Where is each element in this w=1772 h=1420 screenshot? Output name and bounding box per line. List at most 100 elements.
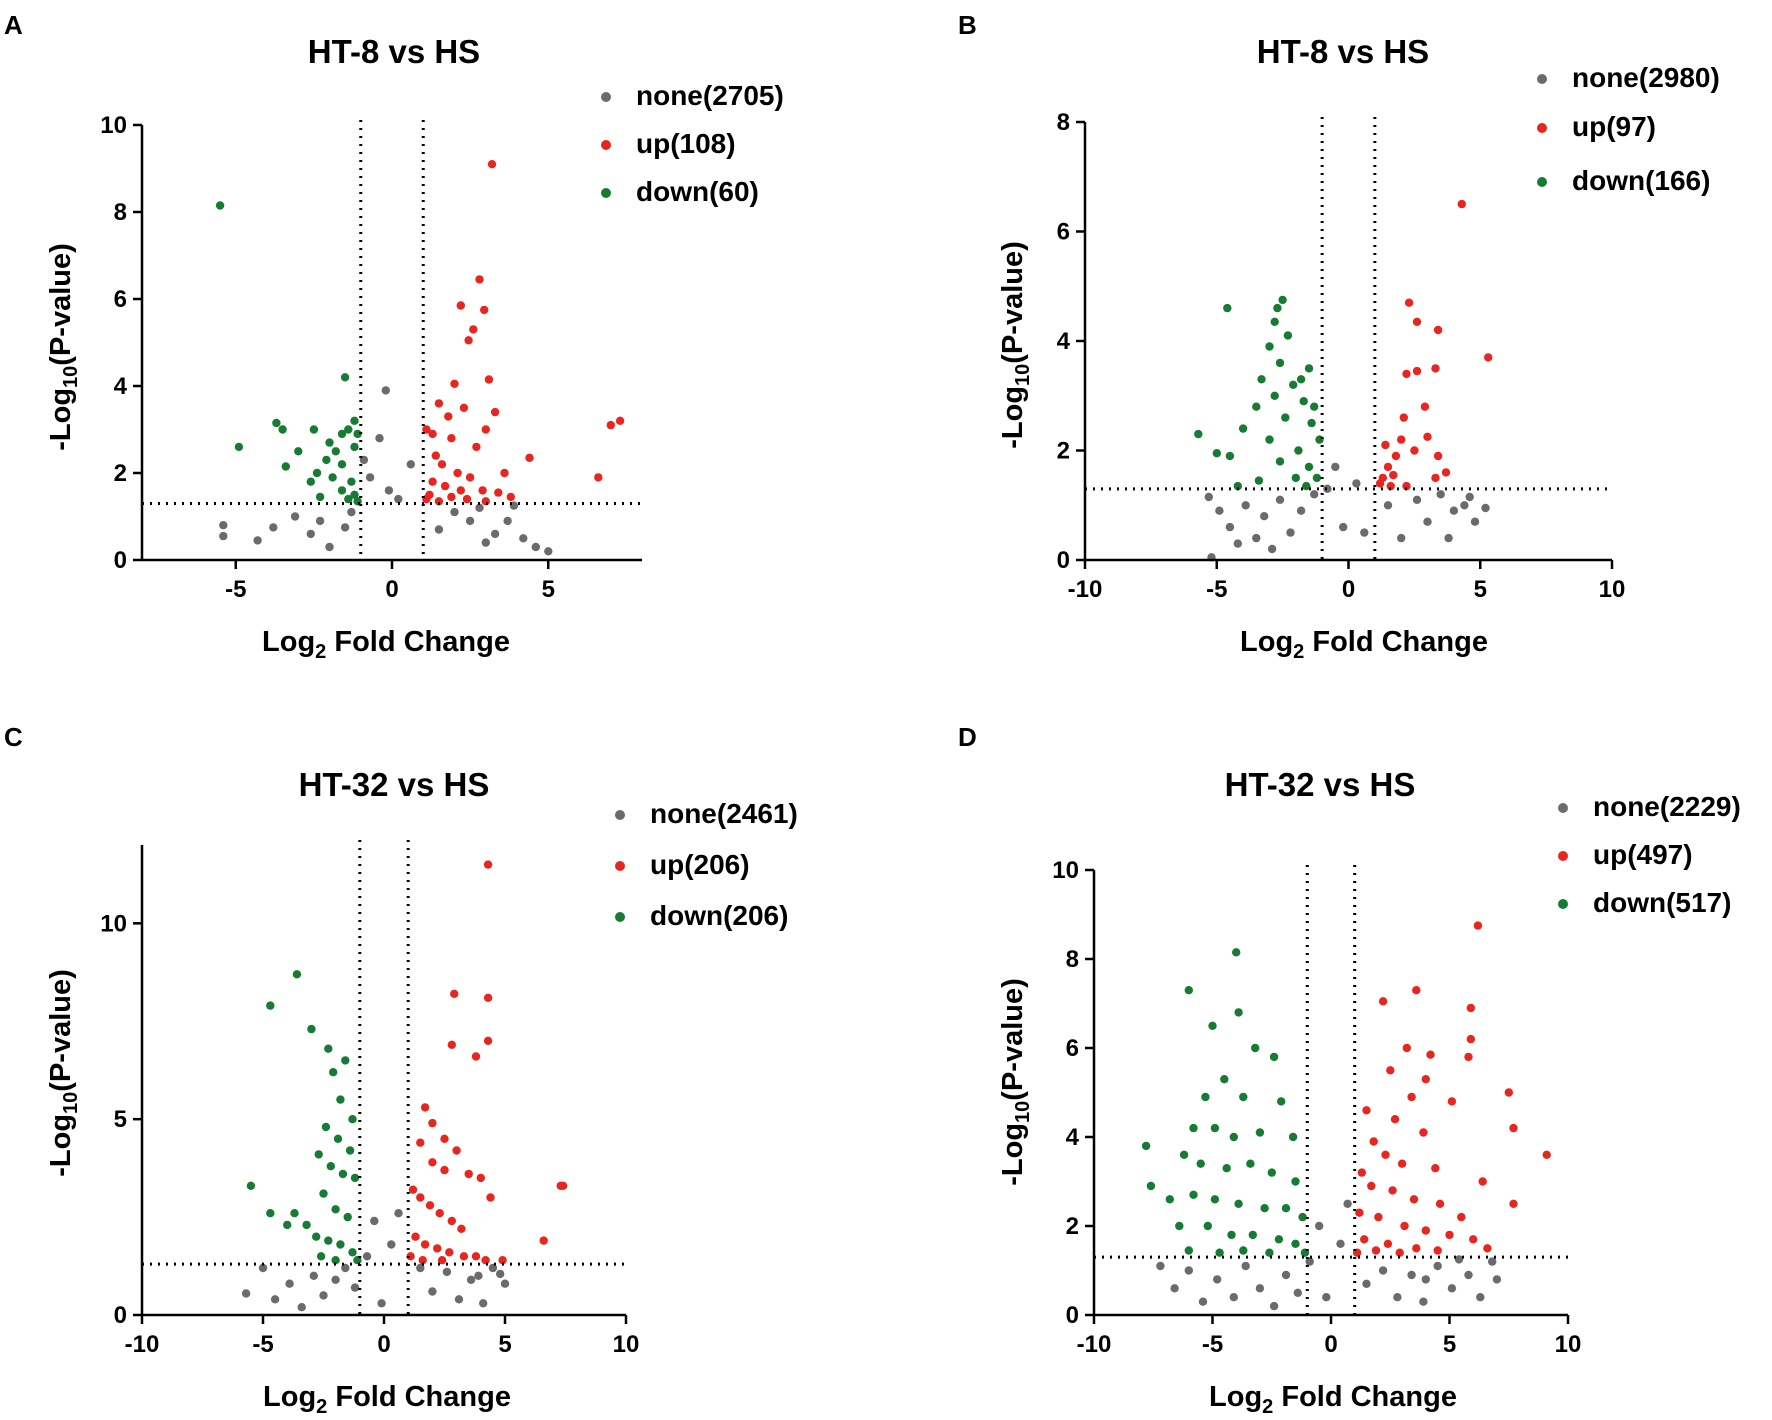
point-up (420, 1103, 430, 1112)
point-down (344, 425, 353, 434)
point-none (1362, 1279, 1371, 1289)
point-none (1215, 506, 1224, 515)
point-down (1223, 303, 1232, 313)
point-none (1421, 1275, 1431, 1284)
point-none (394, 1209, 403, 1218)
panel-letter: B (958, 10, 977, 40)
legend-label-down: down(517) (1593, 887, 1731, 918)
point-none (1481, 503, 1490, 513)
point-none (219, 521, 228, 530)
point-up (487, 160, 497, 169)
panel-b: B HT-8 vs HS none(2980) up(97) down(166)… (958, 10, 1720, 663)
point-up (408, 1185, 418, 1194)
point-down (1291, 1177, 1300, 1186)
point-down (281, 462, 290, 471)
point-up (1412, 986, 1421, 995)
point-none (1433, 1261, 1442, 1271)
point-none (1305, 1257, 1314, 1266)
point-none (428, 1287, 437, 1296)
point-down (290, 1209, 299, 1218)
point-up (447, 1040, 456, 1050)
point-down (1238, 424, 1248, 433)
point-down (345, 1146, 355, 1155)
point-up (1410, 446, 1419, 455)
chart-title: HT-8 vs HS (308, 33, 480, 70)
point-down (1175, 1221, 1184, 1231)
point-none (306, 529, 315, 539)
legend-label-up: up(97) (1572, 111, 1656, 142)
point-up (481, 425, 490, 434)
x-tick-label: -5 (1206, 576, 1227, 603)
legend-marker-none (601, 92, 611, 102)
point-up (1423, 432, 1432, 441)
point-up (1391, 451, 1401, 461)
point-none (1336, 1239, 1345, 1249)
point-down (309, 425, 319, 434)
point-down (1281, 1204, 1291, 1213)
y-axis-label: -Log10(P-value) (997, 978, 1034, 1186)
point-down (1265, 435, 1274, 444)
x-axis-label: Log2 Fold Change (1209, 1381, 1457, 1418)
point-down (344, 494, 353, 504)
point-up (1389, 470, 1398, 480)
point-up (486, 1193, 495, 1202)
point-up (1441, 468, 1451, 477)
panel-letter: D (958, 722, 977, 752)
point-down (1212, 449, 1222, 458)
point-none (450, 507, 459, 517)
point-up (420, 1240, 430, 1249)
y-tick-label: 0 (114, 547, 127, 574)
point-none (362, 1252, 372, 1261)
point-up (478, 486, 487, 495)
point-up (1433, 451, 1443, 461)
point-none (1331, 462, 1340, 472)
point-up (1357, 1168, 1367, 1177)
point-none (1198, 1297, 1208, 1306)
legend-marker-up (1537, 123, 1547, 133)
point-down (338, 1169, 348, 1179)
point-up (447, 492, 456, 502)
point-up (525, 453, 534, 462)
point-none (1315, 1221, 1324, 1231)
point-down (331, 447, 340, 456)
point-down (325, 438, 334, 447)
point-none (442, 1267, 452, 1277)
point-up (1407, 1092, 1416, 1102)
point-down (1315, 435, 1324, 444)
point-none (1343, 1199, 1352, 1209)
point-down (1189, 1123, 1198, 1133)
x-tick-label: -5 (1202, 1331, 1223, 1358)
point-down (1248, 1230, 1258, 1240)
legend-label-down: down(206) (650, 900, 788, 931)
point-none (1488, 1257, 1497, 1266)
point-down (1208, 1021, 1217, 1030)
point-down (340, 373, 350, 382)
legend-label-none: none(2705) (636, 80, 784, 111)
legend-label-down: down(60) (636, 176, 759, 207)
point-down (1283, 331, 1293, 340)
point-down (350, 442, 359, 452)
point-down (350, 1173, 360, 1183)
point-down (246, 1181, 256, 1191)
point-up (481, 1256, 490, 1265)
y-tick-label: 6 (1066, 1035, 1079, 1062)
point-down (1296, 375, 1306, 384)
y-tick-label: 6 (114, 286, 127, 313)
point-up (469, 325, 478, 334)
point-none (331, 1275, 340, 1285)
point-up (1421, 1075, 1431, 1084)
point-none (1378, 1266, 1388, 1275)
point-none (1360, 528, 1369, 537)
point-up (1421, 1226, 1431, 1235)
y-tick-label: 4 (1057, 328, 1071, 355)
point-none (1281, 1270, 1291, 1280)
point-down (314, 1150, 323, 1159)
legend-marker-up (601, 140, 611, 150)
y-tick-label: 2 (1066, 1213, 1079, 1240)
legend-marker-none (615, 810, 625, 820)
point-down (1281, 413, 1290, 422)
y-tick-label: 6 (1057, 219, 1070, 246)
point-none (454, 1295, 464, 1304)
point-none (1233, 539, 1243, 548)
legend-marker-up (615, 861, 625, 871)
